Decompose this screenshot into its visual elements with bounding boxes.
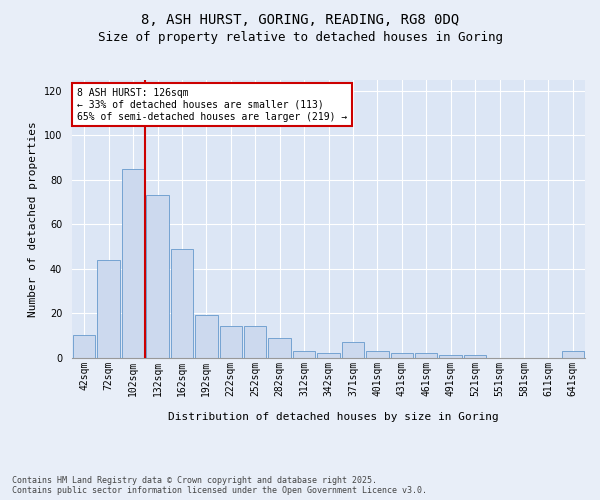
Bar <box>293 351 316 358</box>
Text: 8 ASH HURST: 126sqm
← 33% of detached houses are smaller (113)
65% of semi-detac: 8 ASH HURST: 126sqm ← 33% of detached ho… <box>77 88 347 122</box>
Bar <box>464 356 487 358</box>
Bar <box>317 353 340 358</box>
Text: Contains HM Land Registry data © Crown copyright and database right 2025.
Contai: Contains HM Land Registry data © Crown c… <box>12 476 427 495</box>
Bar <box>146 196 169 358</box>
Bar <box>170 248 193 358</box>
Bar <box>195 316 218 358</box>
Bar <box>268 338 291 357</box>
Bar <box>244 326 266 358</box>
Bar <box>97 260 120 358</box>
Bar <box>366 351 389 358</box>
Text: 8, ASH HURST, GORING, READING, RG8 0DQ: 8, ASH HURST, GORING, READING, RG8 0DQ <box>141 12 459 26</box>
Bar <box>562 351 584 358</box>
Y-axis label: Number of detached properties: Number of detached properties <box>28 121 38 316</box>
Text: Size of property relative to detached houses in Goring: Size of property relative to detached ho… <box>97 31 503 44</box>
Text: Distribution of detached houses by size in Goring: Distribution of detached houses by size … <box>167 412 499 422</box>
Bar <box>220 326 242 358</box>
Bar <box>341 342 364 357</box>
Bar <box>415 353 437 358</box>
Bar <box>439 356 462 358</box>
Bar <box>391 353 413 358</box>
Bar <box>122 169 145 358</box>
Bar <box>73 336 95 357</box>
